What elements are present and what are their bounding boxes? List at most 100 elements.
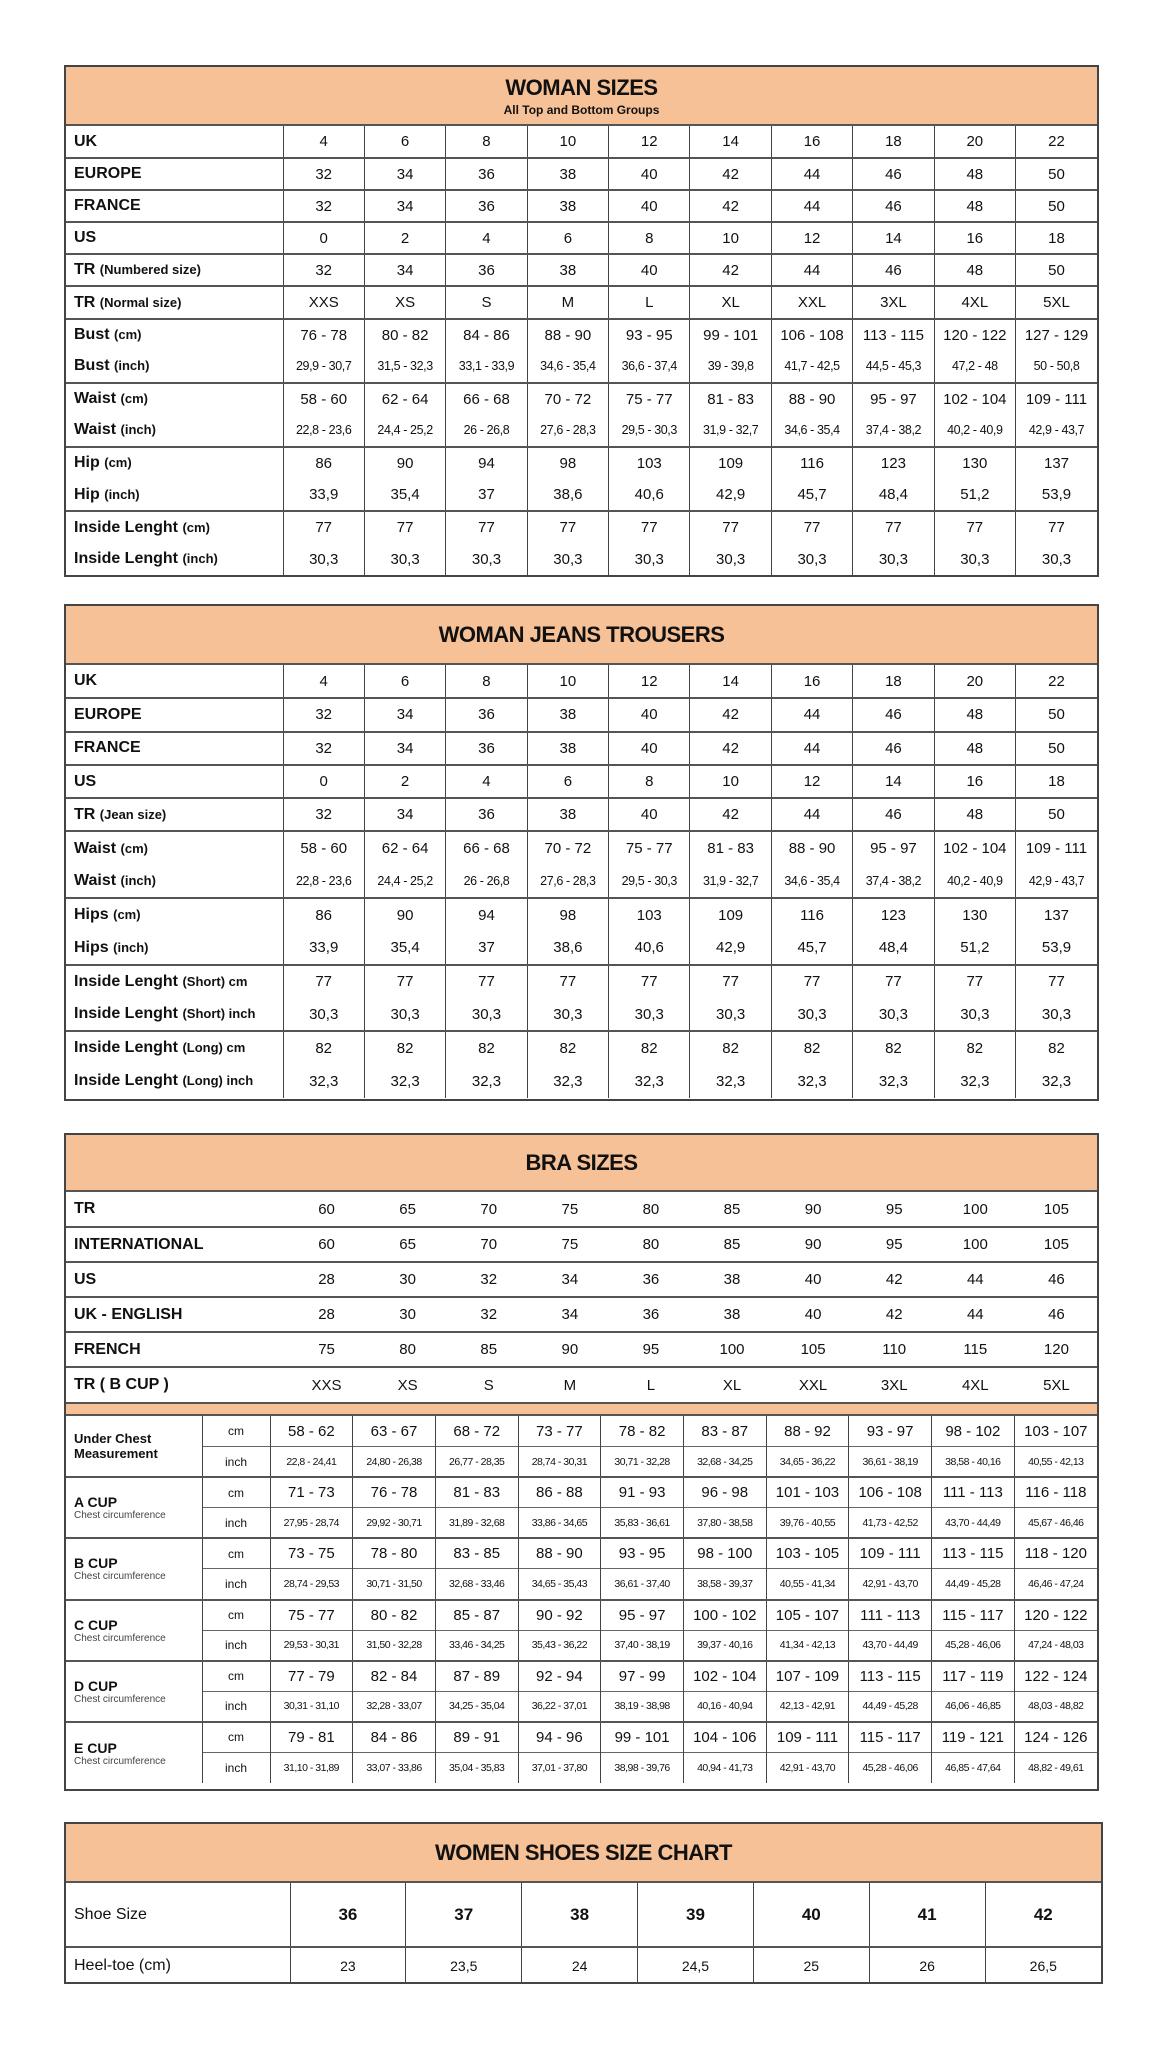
row-label: Bust (cm) — [66, 317, 283, 351]
size-cell: 77 — [282, 963, 365, 998]
size-cell: 51,2 — [933, 931, 1016, 965]
size-cell: 30,71 - 31,50 — [352, 1568, 436, 1600]
size-cell: XL — [691, 1366, 773, 1402]
size-cell: 32,68 - 33,46 — [434, 1568, 519, 1600]
size-cell: 82 - 84 — [352, 1659, 436, 1692]
row-label-main: Bust — [74, 326, 110, 344]
size-cell: 127 - 129 — [1015, 317, 1097, 351]
size-cell: 38,19 - 38,98 — [600, 1690, 684, 1722]
row-label: Heel-toe (cm) — [66, 1946, 290, 1984]
size-cell: 34,6 - 35,4 — [770, 414, 853, 447]
row-label-main: Hips — [74, 938, 109, 956]
size-cell: 77 — [770, 963, 853, 998]
size-cell: 103 - 107 — [1013, 1416, 1097, 1447]
row-label-unit: (Long) cm — [182, 1040, 246, 1056]
row-label: TR ( B CUP ) — [66, 1366, 286, 1402]
cup-name: Under Chest Measurement — [74, 1431, 158, 1462]
size-cell: XXS — [282, 285, 365, 319]
table-row: Inside Lenght (Long) inch 32,3 32,3 32,3 32,… — [66, 1064, 1097, 1098]
size-cell: XXL — [772, 1366, 854, 1402]
row-label: Inside Lenght (Long) cm — [66, 1030, 283, 1065]
cup-name: C CUP — [74, 1616, 118, 1633]
cup-label: C CUP Chest circumference — [66, 1598, 202, 1661]
size-cell: 36 — [610, 1261, 692, 1297]
size-cell: 84 - 86 — [352, 1720, 436, 1753]
size-cell: 35,04 - 35,83 — [434, 1752, 519, 1784]
size-cell: 46 — [852, 157, 935, 191]
size-cell: 62 - 64 — [363, 381, 446, 415]
size-cell: 98 - 102 — [931, 1416, 1015, 1447]
size-cell: 18 — [1015, 221, 1097, 255]
size-cell: XS — [367, 1366, 449, 1402]
table-row: INTERNATIONAL 60 65 70 75 80 85 90 95 100 105 — [66, 1226, 1097, 1262]
row-label: UK — [66, 665, 283, 698]
size-cell: 82 — [1015, 1030, 1097, 1065]
size-cell: 34,6 - 35,4 — [526, 350, 609, 383]
size-cell: 36 — [445, 697, 528, 732]
size-cell: 8 — [608, 221, 690, 255]
size-cell: 42 — [689, 253, 772, 287]
size-cell: 88 - 90 — [770, 381, 853, 415]
table-row: EUROPE 32 34 36 38 40 42 44 46 48 50 — [66, 697, 1097, 732]
size-cell: 32,68 - 34,25 — [682, 1446, 767, 1478]
size-cell: 16 — [770, 665, 853, 699]
row-label: Hip (inch) — [66, 479, 283, 511]
size-cell: 82 — [608, 1030, 690, 1065]
size-cell: 113 - 115 — [848, 1659, 932, 1692]
table-row: D CUP Chest circumference cm 77 - 79 82 - 84… — [66, 1659, 1097, 1722]
size-cell: 24,80 - 26,38 — [352, 1446, 436, 1478]
size-cell: 44,49 - 45,28 — [931, 1568, 1015, 1600]
size-cell: 77 — [852, 510, 935, 544]
size-cell: 29,92 - 30,71 — [352, 1507, 436, 1539]
size-cell: 111 - 113 — [848, 1598, 932, 1631]
table-row: B CUP Chest circumference cm 73 - 75 78 - 80… — [66, 1537, 1097, 1600]
size-cell: 60 — [286, 1226, 368, 1262]
cup-label: D CUP Chest circumference — [66, 1659, 202, 1722]
size-cell: 40,2 - 40,9 — [933, 414, 1016, 447]
row-label: TR — [74, 1200, 96, 1217]
size-cell: 77 — [689, 963, 772, 998]
row-label-main: Waist — [74, 421, 117, 439]
size-cell: 44 — [770, 697, 853, 732]
size-cell: 5XL — [1015, 285, 1097, 319]
size-cell: 30,3 — [445, 543, 528, 576]
size-cell: 53,9 — [1015, 931, 1097, 965]
size-cell: 42,13 - 42,91 — [765, 1690, 849, 1722]
row-label: TR (Normal size) — [66, 285, 283, 319]
table-row: FRENCH 75 80 85 90 95 100 105 110 115 120 — [66, 1331, 1097, 1367]
size-cell: 30,31 - 31,10 — [269, 1690, 353, 1722]
size-cell: 4XL — [934, 1366, 1016, 1402]
size-cell: 31,10 - 31,89 — [269, 1752, 353, 1784]
size-cell: 42 — [689, 730, 772, 765]
cup-name: B CUP — [74, 1555, 118, 1572]
size-cell: 30,3 — [608, 543, 690, 576]
size-cell: 42 — [853, 1296, 935, 1332]
size-cell: 40 — [608, 797, 690, 832]
size-cell: 36 — [445, 730, 528, 765]
size-cell: 50 — [1015, 157, 1097, 191]
row-label-unit: (Long) inch — [182, 1073, 254, 1089]
row-label-unit: (cm) — [114, 327, 142, 343]
shoes-title: WOMEN SHOES SIZE CHART — [434, 1839, 733, 1865]
size-cell: 29,53 - 30,31 — [269, 1629, 353, 1661]
table-row: C CUP Chest circumference cm 75 - 77 80 - 82… — [66, 1598, 1097, 1661]
shoes-table: WOMEN SHOES SIZE CHART Shoe Size 36 37 38 39… — [64, 1822, 1103, 1984]
row-label-main: Waist — [74, 871, 117, 889]
size-cell: 6 — [363, 665, 446, 699]
size-cell: 30,3 — [526, 997, 609, 1032]
cup-note: Chest circumference — [74, 1510, 166, 1522]
size-cell: 37,4 - 38,2 — [852, 864, 935, 899]
size-cell: 32,3 — [363, 1064, 446, 1098]
size-cell: 44 — [770, 157, 853, 191]
row-label-unit: (Jean size) — [99, 806, 167, 822]
size-cell: 28,74 - 29,53 — [269, 1568, 353, 1600]
size-cell: 34,65 - 36,22 — [765, 1446, 849, 1478]
row-label-main: TR — [74, 261, 96, 279]
size-cell: 75 - 77 — [269, 1598, 353, 1631]
size-cell: 30,3 — [770, 997, 853, 1032]
table-row: inch 31,10 - 31,89 33,07 - 33,86 35,04 - 35… — [66, 1752, 1097, 1784]
size-cell: 30,3 — [526, 543, 609, 576]
size-cell: 43,70 - 44,49 — [931, 1507, 1015, 1539]
size-cell: 90 - 92 — [517, 1598, 601, 1631]
size-cell: 22,8 - 23,6 — [282, 864, 365, 899]
